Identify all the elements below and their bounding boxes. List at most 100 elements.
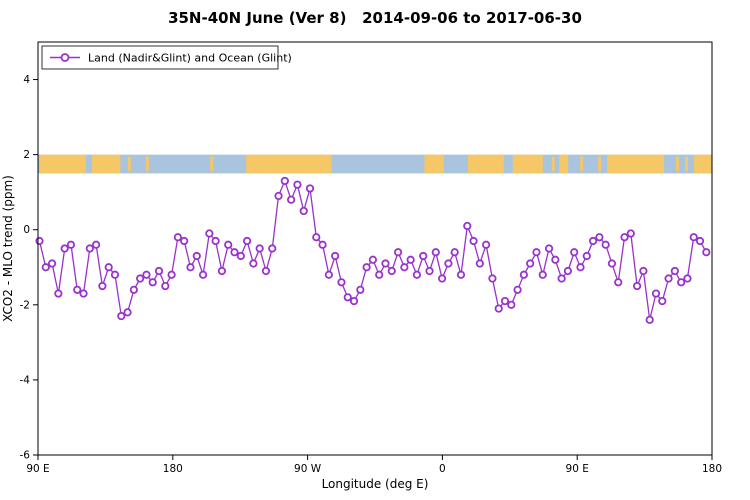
land-segment — [607, 154, 665, 174]
data-point — [242, 236, 252, 246]
data-point — [570, 248, 579, 257]
data-point — [456, 270, 466, 279]
x-axis-title: Longitude (deg E) — [322, 477, 429, 491]
data-point — [110, 270, 120, 279]
land-speck — [685, 156, 689, 172]
land-segment — [246, 154, 332, 174]
y-tick-label: -6 — [20, 450, 31, 462]
y-tick-label: 2 — [23, 149, 30, 161]
data-point — [337, 278, 346, 287]
legend-label: Land (Nadir&Glint) and Ocean (Glint) — [88, 52, 292, 65]
data-point — [381, 259, 390, 268]
data-point — [79, 289, 88, 298]
data-point — [683, 274, 692, 283]
x-tick-label: 90 E — [566, 463, 589, 475]
land-segment — [694, 154, 712, 174]
data-point — [400, 263, 409, 272]
data-point — [142, 270, 151, 279]
data-point — [544, 244, 554, 253]
data-point — [557, 274, 566, 283]
x-tick-label: 0 — [439, 463, 446, 475]
data-point — [438, 274, 447, 283]
data-point — [60, 244, 69, 253]
land-speck — [580, 156, 584, 172]
chart-title: 35N-40N June (Ver 8) 2014-09-06 to 2017-… — [168, 9, 582, 27]
data-point — [607, 259, 617, 268]
data-point — [431, 248, 440, 257]
land-speck — [676, 156, 680, 172]
data-point — [312, 233, 321, 242]
data-point — [475, 259, 484, 268]
data-point — [412, 270, 422, 279]
data-point — [513, 285, 522, 294]
data-point — [41, 263, 50, 272]
data-point — [35, 236, 44, 246]
data-point — [702, 248, 711, 257]
data-point — [54, 289, 63, 298]
x-tick-label: 90 W — [294, 463, 322, 475]
x-tick-label: 180 — [702, 463, 722, 475]
data-point — [356, 285, 365, 294]
x-tick-label: 180 — [163, 463, 183, 475]
data-point — [620, 233, 629, 242]
data-line — [38, 179, 707, 320]
data-point — [331, 251, 340, 261]
data-point — [280, 176, 289, 186]
data-point — [670, 266, 679, 276]
land-speck — [210, 156, 214, 172]
data-point — [261, 266, 271, 276]
data-point — [450, 248, 459, 257]
data-point — [393, 248, 403, 257]
data-point — [639, 266, 648, 276]
data-point — [268, 244, 277, 253]
data-point — [305, 184, 315, 193]
y-tick-label: 0 — [23, 224, 30, 236]
data-point — [236, 251, 245, 261]
land-speck — [598, 156, 602, 172]
data-point — [136, 274, 145, 283]
x-tick-label: 90 E — [26, 463, 49, 475]
legend-box — [41, 45, 279, 70]
data-point — [645, 315, 654, 324]
data-point — [507, 300, 516, 309]
land-speck — [145, 156, 149, 172]
data-point — [419, 251, 428, 261]
data-point — [582, 251, 591, 261]
data-point — [614, 278, 623, 287]
data-point — [299, 206, 308, 216]
data-point — [180, 236, 189, 246]
land-speck — [551, 156, 555, 172]
y-tick-label: -2 — [20, 299, 30, 311]
land-segment — [467, 154, 504, 174]
y-tick-label: -4 — [20, 374, 31, 386]
ocean-band — [38, 154, 712, 174]
data-point — [689, 233, 698, 242]
data-point — [293, 180, 302, 189]
data-point — [601, 240, 610, 249]
land-speck — [127, 156, 131, 172]
data-point — [117, 311, 126, 321]
data-point — [482, 240, 491, 249]
land-segment — [91, 154, 121, 174]
data-point — [287, 195, 296, 204]
data-point — [519, 270, 528, 279]
data-point — [368, 255, 378, 264]
data-point — [198, 270, 208, 279]
data-point — [588, 236, 598, 246]
data-point — [469, 236, 478, 246]
data-point — [500, 296, 510, 306]
data-point — [463, 221, 472, 231]
data-point — [274, 191, 283, 201]
data-point — [217, 266, 227, 276]
data-point — [186, 263, 195, 272]
y-axis-title: XCO2 - MLO trend (ppm) — [1, 175, 15, 322]
data-point — [92, 240, 101, 249]
data-point — [154, 266, 164, 276]
land-segment — [424, 154, 444, 174]
data-point — [444, 259, 453, 268]
data-point — [230, 248, 239, 257]
data-point — [626, 229, 635, 238]
data-point — [318, 240, 327, 249]
